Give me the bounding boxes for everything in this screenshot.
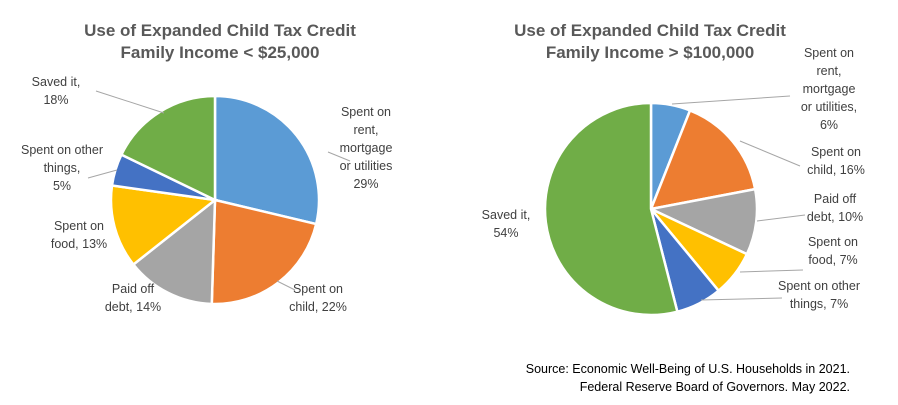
slice-label-high-income-4: Spent on other things, 7% — [778, 279, 860, 311]
slice-label-high-income-3: Spent on food, 7% — [808, 235, 858, 267]
pie-slice-high-income-1 — [649, 108, 757, 211]
slice-label-line: Saved it, — [32, 75, 81, 89]
slice-label-line: 29% — [353, 177, 378, 191]
leader-line-low-income-1 — [276, 280, 296, 291]
slice-label-line: or utilities, — [801, 100, 857, 114]
slice-label-low-income-1: Spent on child, 22% — [289, 282, 347, 314]
slice-label-line: Spent on — [811, 145, 861, 159]
chart-title-line: Use of Expanded Child Tax Credit — [84, 21, 356, 40]
slice-label-low-income-2: Paid off debt, 14% — [105, 282, 161, 314]
slice-label-line: 18% — [43, 93, 68, 107]
source-line-1: Source: Economic Well-Being of U.S. Hous… — [525, 362, 850, 376]
slice-label-line: Spent on — [804, 46, 854, 60]
slice-label-line: rent, — [816, 64, 841, 78]
slice-label-line: things, 7% — [790, 297, 848, 311]
slice-label-low-income-5: Saved it, 18% — [32, 75, 81, 107]
slice-label-line: Paid off — [814, 192, 857, 206]
slice-label-high-income-1: Spent on child, 16% — [807, 145, 865, 177]
slice-label-low-income-0: Spent on rent, mortgage or utilities 29% — [340, 105, 393, 191]
leader-line-low-income-5 — [95, 90, 165, 114]
slice-label-line: mortgage — [340, 141, 393, 155]
leader-line-low-income-4 — [87, 169, 118, 179]
slice-label-line: or utilities — [340, 159, 393, 173]
leader-line-low-income-0 — [327, 151, 351, 162]
pie-slice-low-income-1 — [210, 198, 318, 306]
slice-label-low-income-4: Spent on other things, 5% — [21, 143, 103, 193]
slice-label-line: food, 13% — [51, 237, 107, 251]
pie-slice-low-income-3 — [109, 184, 219, 267]
slice-label-line: child, 22% — [289, 300, 347, 314]
slice-label-high-income-5: Saved it, 54% — [482, 208, 531, 240]
chart-title-line: Use of Expanded Child Tax Credit — [514, 21, 786, 40]
chart-subtitle-line: Family Income < $25,000 — [120, 43, 320, 62]
slice-label-line: debt, 10% — [807, 210, 863, 224]
leader-line-high-income-3 — [739, 269, 804, 273]
slice-label-line: Spent on other — [21, 143, 103, 157]
slice-label-low-income-3: Spent on food, 13% — [51, 219, 107, 251]
chart-subtitle-line: Family Income > $100,000 — [545, 43, 755, 62]
pie-slice-high-income-5 — [543, 101, 679, 317]
slice-label-line: child, 16% — [807, 163, 865, 177]
slice-label-line: rent, — [353, 123, 378, 137]
chart-title-low-income: Use of Expanded Child Tax Credit Family … — [40, 20, 400, 64]
slice-label-line: Spent on — [293, 282, 343, 296]
slice-label-line: mortgage — [803, 82, 856, 96]
leader-line-high-income-2 — [756, 214, 806, 222]
slice-label-high-income-2: Paid off debt, 10% — [807, 192, 863, 224]
slice-label-line: Paid off — [112, 282, 155, 296]
slice-label-line: Saved it, — [482, 208, 531, 222]
leader-line-high-income-4 — [700, 297, 783, 301]
slice-label-line: 6% — [820, 118, 838, 132]
slice-label-line: 5% — [53, 179, 71, 193]
leader-line-high-income-1 — [739, 140, 801, 167]
slice-label-line: Spent on — [54, 219, 104, 233]
chart-title-high-income: Use of Expanded Child Tax Credit Family … — [470, 20, 830, 64]
source-note: Source: Economic Well-Being of U.S. Hous… — [526, 360, 850, 396]
pie-slice-low-income-0 — [213, 94, 321, 226]
slice-label-line: things, — [44, 161, 81, 175]
slice-label-line: Spent on other — [778, 279, 860, 293]
source-line-2: Federal Reserve Board of Governors. May … — [579, 380, 850, 394]
slice-label-high-income-0: Spent on rent, mortgage or utilities, 6% — [801, 46, 857, 132]
slice-label-line: Spent on — [341, 105, 391, 119]
slice-label-line: food, 7% — [808, 253, 857, 267]
slice-label-line: 54% — [493, 226, 518, 240]
leader-line-high-income-0 — [671, 95, 791, 105]
slice-label-line: debt, 14% — [105, 300, 161, 314]
pie-slice-low-income-2 — [131, 197, 217, 306]
slice-label-line: Spent on — [808, 235, 858, 249]
